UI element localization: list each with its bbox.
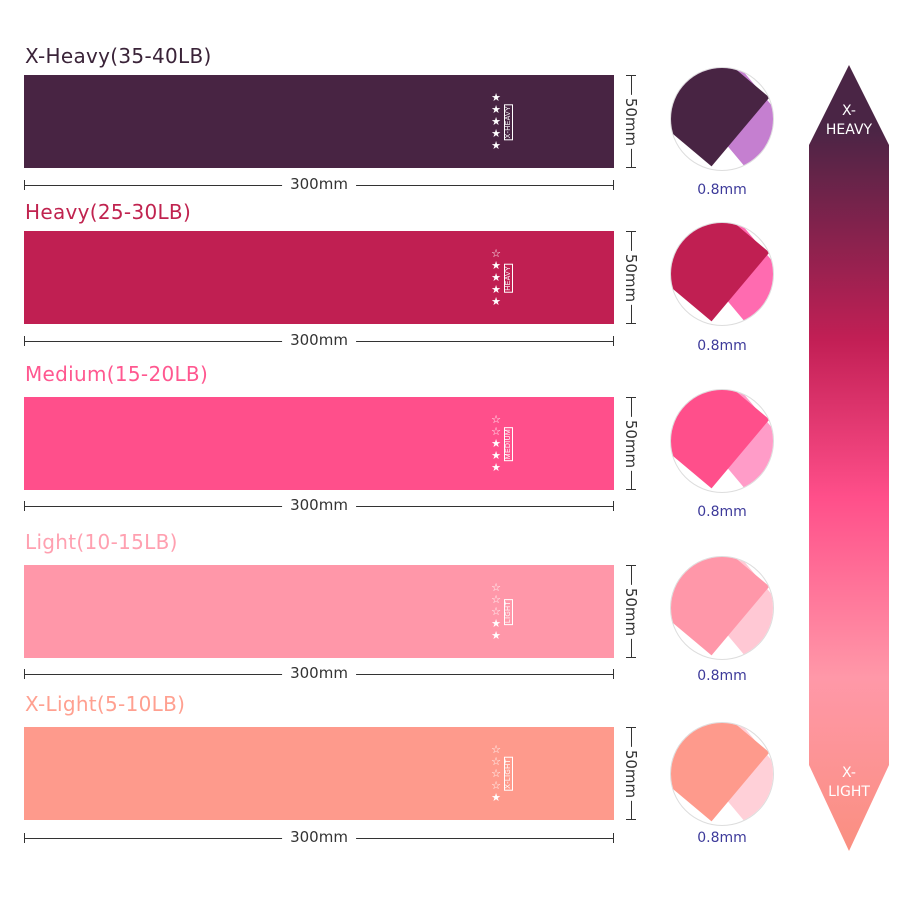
star-outline-icon: ☆ [491, 413, 501, 426]
band-image: ★ ★ ☆ ☆ ☆ LIGHT [24, 565, 614, 658]
width-label: 50mm [622, 250, 640, 305]
width-label: 50mm [622, 94, 640, 149]
band-tag: ★ ★ ★ ★ ★ X-HEAVY [482, 87, 522, 157]
scale-top-label: X- HEAVY [809, 102, 889, 140]
width-dimension: 50mm [622, 75, 640, 168]
thickness-closeup-image [670, 722, 774, 826]
scale-bottom-line1: X- [842, 765, 856, 781]
star-filled-icon: ★ [491, 437, 501, 450]
star-outline-icon: ☆ [491, 755, 501, 768]
band-title: Medium(15-20LB) [25, 362, 209, 386]
band-tag: ★ ★ ★ ☆ ☆ MEDIUM [482, 409, 522, 479]
thickness-label: 0.8mm [697, 668, 747, 684]
length-dimension: 300mm [24, 496, 614, 514]
thickness-closeup-image [670, 222, 774, 326]
band-tag: ★ ☆ ☆ ☆ ☆ X-LIGHT [482, 739, 522, 809]
star-filled-icon: ★ [491, 115, 501, 128]
scale-top-line1: X- [842, 103, 856, 119]
length-label: 300mm [282, 496, 356, 514]
band-image: ★ ★ ★ ★ ☆ HEAVY [24, 231, 614, 324]
band-title: Light(10-15LB) [25, 530, 178, 554]
star-filled-icon: ★ [491, 259, 501, 272]
rating-stars: ★ ★ ★ ☆ ☆ [491, 414, 501, 474]
rating-stars: ★ ☆ ☆ ☆ ☆ [491, 744, 501, 804]
width-label: 50mm [622, 584, 640, 639]
band-tag: ★ ★ ☆ ☆ ☆ LIGHT [482, 577, 522, 647]
width-label: 50mm [622, 746, 640, 801]
star-filled-icon: ★ [491, 271, 501, 284]
star-filled-icon: ★ [491, 295, 501, 308]
scale-top-line2: HEAVY [825, 122, 873, 138]
length-dimension: 300mm [24, 331, 614, 349]
star-outline-icon: ☆ [491, 425, 501, 438]
band-tag-label: X-LIGHT [503, 757, 513, 791]
rating-stars: ★ ★ ★ ★ ☆ [491, 248, 501, 308]
star-filled-icon: ★ [491, 139, 501, 152]
width-dimension: 50mm [622, 231, 640, 324]
length-dimension: 300mm [24, 175, 614, 193]
star-filled-icon: ★ [491, 449, 501, 462]
width-dimension: 50mm [622, 727, 640, 820]
star-filled-icon: ★ [491, 283, 501, 296]
star-outline-icon: ☆ [491, 767, 501, 780]
band-tag-label: MEDIUM [503, 426, 513, 462]
star-filled-icon: ★ [491, 461, 501, 474]
width-dimension: 50mm [622, 565, 640, 658]
thickness-closeup-image [670, 556, 774, 660]
scale-bottom-line2: LIGHT [828, 784, 870, 800]
star-filled-icon: ★ [491, 617, 501, 630]
star-filled-icon: ★ [491, 791, 501, 804]
star-outline-icon: ☆ [491, 743, 501, 756]
star-outline-icon: ☆ [491, 593, 501, 606]
length-label: 300mm [282, 664, 356, 682]
thickness-label: 0.8mm [697, 830, 747, 846]
star-filled-icon: ★ [491, 103, 501, 116]
band-title: X-Heavy(35-40LB) [25, 44, 212, 68]
length-dimension: 300mm [24, 664, 614, 682]
band-tag-label: LIGHT [503, 598, 513, 626]
band-tag-label: X-HEAVY [503, 103, 513, 141]
band-tag: ★ ★ ★ ★ ☆ HEAVY [482, 243, 522, 313]
thickness-closeup-image [670, 389, 774, 493]
scale-bottom-label: X- LIGHT [809, 764, 889, 802]
resistance-scale-arrow [809, 65, 889, 851]
thickness-label: 0.8mm [697, 504, 747, 520]
band-tag-label: HEAVY [503, 263, 513, 293]
rating-stars: ★ ★ ★ ★ ★ [491, 92, 501, 152]
star-outline-icon: ☆ [491, 779, 501, 792]
length-label: 300mm [282, 828, 356, 846]
band-image: ★ ★ ★ ★ ★ X-HEAVY [24, 75, 614, 168]
band-image: ★ ☆ ☆ ☆ ☆ X-LIGHT [24, 727, 614, 820]
width-dimension: 50mm [622, 397, 640, 490]
length-label: 300mm [282, 175, 356, 193]
star-outline-icon: ☆ [491, 605, 501, 618]
star-filled-icon: ★ [491, 127, 501, 140]
thickness-label: 0.8mm [697, 182, 747, 198]
band-title: Heavy(25-30LB) [25, 200, 192, 224]
band-title: X-Light(5-10LB) [25, 692, 186, 716]
star-filled-icon: ★ [491, 91, 501, 104]
star-outline-icon: ☆ [491, 581, 501, 594]
width-label: 50mm [622, 416, 640, 471]
thickness-closeup-image [670, 67, 774, 171]
star-filled-icon: ★ [491, 629, 501, 642]
band-image: ★ ★ ★ ☆ ☆ MEDIUM [24, 397, 614, 490]
length-dimension: 300mm [24, 828, 614, 846]
star-outline-icon: ☆ [491, 247, 501, 260]
thickness-label: 0.8mm [697, 338, 747, 354]
rating-stars: ★ ★ ☆ ☆ ☆ [491, 582, 501, 642]
length-label: 300mm [282, 331, 356, 349]
